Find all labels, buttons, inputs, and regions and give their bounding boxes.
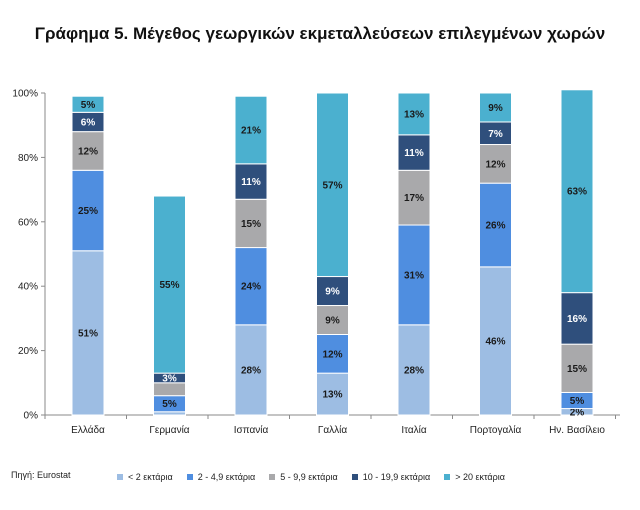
bar-segment <box>560 89 594 294</box>
legend-item: < 2 εκτάρια <box>117 472 173 482</box>
bar-segment <box>234 198 268 249</box>
bar-segment <box>71 169 105 252</box>
legend-label: > 20 εκτάρια <box>455 472 505 482</box>
data-label: 46% <box>485 336 505 347</box>
legend-label: < 2 εκτάρια <box>128 472 173 482</box>
y-tick-label: 40% <box>18 282 38 293</box>
x-tick-label: Ιταλία <box>401 424 427 436</box>
legend-item: 2 - 4,9 εκτάρια <box>186 472 256 482</box>
data-label: 12% <box>322 349 342 360</box>
bar-segment <box>316 276 349 307</box>
legend-swatch <box>117 474 123 480</box>
data-label: 26% <box>485 221 505 232</box>
data-label: 9% <box>325 316 340 327</box>
x-tick-label: Πορτογαλία <box>470 424 522 436</box>
data-label: 2% <box>570 407 585 418</box>
bar-segment <box>479 182 512 268</box>
data-label: 16% <box>567 314 587 325</box>
x-tick-label: Γερμανία <box>149 424 189 436</box>
data-label: 57% <box>322 180 342 191</box>
bar-segment <box>397 92 431 136</box>
y-tick-label: 100% <box>12 89 38 100</box>
data-label: 7% <box>488 129 503 140</box>
legend-item: > 20 εκτάρια <box>444 472 505 482</box>
source-note: Πηγή: Eurostat <box>11 470 71 480</box>
data-label: 13% <box>322 390 342 401</box>
data-label: 28% <box>241 365 261 376</box>
bar-segment <box>397 134 431 171</box>
bar-segment <box>316 305 349 335</box>
bar-segment <box>234 95 268 165</box>
data-label: 12% <box>78 146 98 157</box>
y-tick-label: 60% <box>18 217 38 228</box>
bar-segment <box>316 92 349 278</box>
data-label: 11% <box>404 148 424 159</box>
bar-segment <box>479 266 512 416</box>
data-label: 25% <box>78 206 98 217</box>
bar-segment <box>397 324 431 416</box>
legend-label: 10 - 19,9 εκτάρια <box>362 472 431 482</box>
y-tick-label: 0% <box>24 411 39 422</box>
bar-segment <box>560 343 594 393</box>
data-label: 5% <box>570 396 585 407</box>
legend-item: 10 - 19,9 εκτάρια <box>351 472 431 482</box>
bar-segment <box>153 382 186 397</box>
data-label: 6% <box>81 117 96 128</box>
chart-title: Γράφημα 5. Μέγεθος γεωργικών εκμεταλλεύσ… <box>34 24 606 43</box>
bar-segment <box>71 95 105 113</box>
x-tick-label: Ισπανία <box>234 424 269 436</box>
y-tick-label: 20% <box>18 346 38 357</box>
legend-swatch <box>444 474 451 480</box>
data-label: 11% <box>241 177 261 188</box>
data-label: 5% <box>81 100 96 111</box>
legend-label: 2 - 4,9 εκτάρια <box>197 472 256 482</box>
bar-segment <box>316 334 349 374</box>
data-label: 12% <box>485 159 505 170</box>
bar-segment <box>153 195 186 374</box>
bar-segment <box>479 92 512 123</box>
legend-swatch <box>269 474 276 480</box>
data-label: 51% <box>78 328 98 339</box>
bar-segment <box>397 224 431 326</box>
data-label: 55% <box>159 280 179 291</box>
legend-item: 5 - 9,9 εκτάρια <box>269 472 338 482</box>
data-label: 31% <box>404 270 424 281</box>
x-tick-label: Γαλλία <box>318 424 348 436</box>
data-label: 13% <box>404 109 424 120</box>
data-label: 21% <box>241 126 261 137</box>
x-tick-label: Ην. Βασίλειο <box>549 424 605 436</box>
data-label: 5% <box>162 399 177 410</box>
data-label: 15% <box>567 364 587 375</box>
data-label: 63% <box>567 187 587 198</box>
legend: < 2 εκτάρια 2 - 4,9 εκτάρια 5 - 9,9 εκτάρι… <box>117 470 505 484</box>
legend-swatch <box>186 474 193 480</box>
bar-segment <box>234 247 268 326</box>
data-label: 15% <box>241 219 261 230</box>
bar-segment <box>316 372 349 416</box>
data-label: 3% <box>162 373 177 384</box>
data-label: 9% <box>325 287 340 298</box>
bar-segment <box>479 144 512 184</box>
data-label: 9% <box>488 103 503 114</box>
bar-segment <box>560 292 594 345</box>
legend-label: 5 - 9,9 εκτάρια <box>280 472 338 482</box>
data-label: 28% <box>404 365 424 376</box>
y-tick-label: 80% <box>18 153 38 164</box>
bar-segment <box>234 324 268 416</box>
x-tick-label: Ελλάδα <box>71 424 105 436</box>
data-label: 17% <box>404 193 424 204</box>
data-label: 24% <box>241 282 261 293</box>
legend-swatch <box>351 474 358 480</box>
